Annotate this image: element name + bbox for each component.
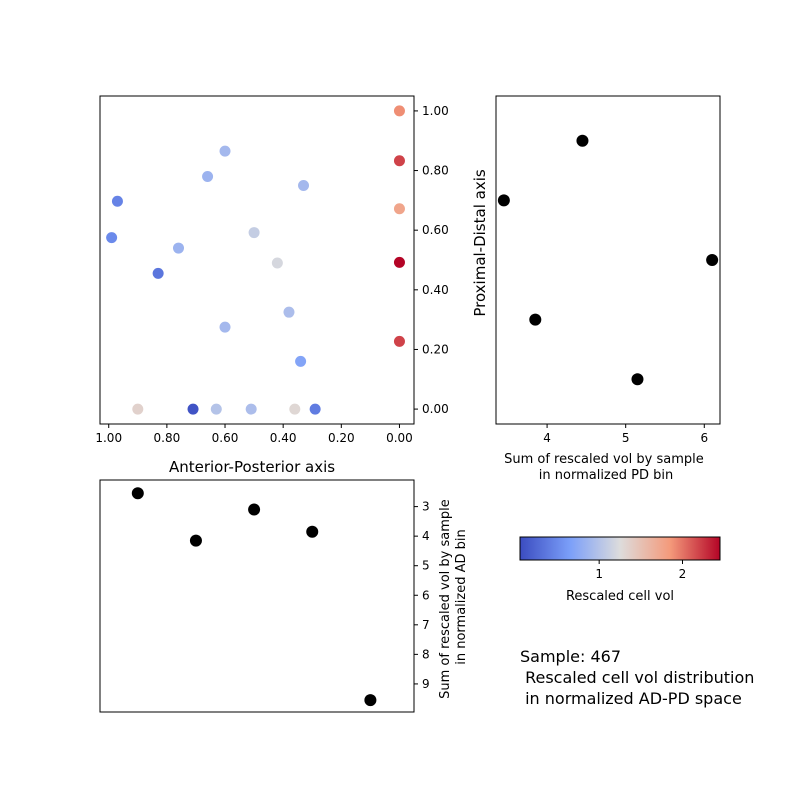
main-point bbox=[309, 403, 321, 415]
main-point bbox=[393, 203, 405, 215]
main-point bbox=[271, 257, 283, 269]
main-point bbox=[210, 403, 222, 415]
pd-point bbox=[706, 254, 719, 266]
caption-line-1: Sample: 467 bbox=[520, 647, 621, 666]
ad-y-axis-label-line1: Sum of rescaled vol by sample bbox=[438, 499, 453, 699]
main-point bbox=[245, 403, 257, 415]
main-y-tick-label: 0.20 bbox=[422, 342, 449, 356]
main-x-tick-label: 0.80 bbox=[154, 431, 181, 445]
colorbar-tick-label: 2 bbox=[679, 567, 687, 581]
colorbar-gradient bbox=[520, 537, 720, 560]
ad-scatter-panel: 3 4 5 6 7 8 9 Sum of rescaled vol by sample in… bbox=[99, 479, 469, 713]
ad-y-tick-label: 6 bbox=[422, 588, 430, 602]
main-y-tick-label: 1.00 bbox=[422, 104, 449, 118]
caption-line-2: Rescaled cell vol distribution bbox=[520, 668, 754, 687]
ad-y-tick-label: 4 bbox=[422, 529, 430, 543]
main-y-tick-label: 0.00 bbox=[422, 402, 449, 416]
main-point bbox=[219, 145, 231, 157]
ad-point bbox=[131, 487, 144, 500]
main-x-tick-label: 0.40 bbox=[270, 431, 297, 445]
ad-y-axis-label-line2: in normalized AD bin bbox=[454, 529, 469, 665]
caption-line-3: in normalized AD-PD space bbox=[520, 689, 742, 708]
main-point bbox=[202, 171, 214, 183]
main-point bbox=[295, 355, 307, 367]
main-point bbox=[173, 242, 184, 254]
ad-axes-frame bbox=[99, 479, 415, 713]
pd-point bbox=[576, 134, 589, 147]
main-point bbox=[393, 256, 405, 268]
pd-x-axis-label-line1: Sum of rescaled vol by sample bbox=[504, 452, 704, 467]
ad-point bbox=[248, 503, 261, 516]
main-x-tick-label: 0.20 bbox=[328, 431, 355, 445]
ad-y-ticks: 3 4 5 6 7 8 9 bbox=[414, 500, 430, 691]
pd-x-tick-label: 5 bbox=[622, 431, 630, 445]
main-axes-frame bbox=[99, 95, 415, 425]
main-point bbox=[152, 267, 164, 279]
main-x-tick-label: 1.00 bbox=[95, 431, 122, 445]
main-x-tick-label: 0.60 bbox=[212, 431, 239, 445]
main-point bbox=[248, 227, 260, 239]
main-x-ticks: 1.00 0.80 0.60 0.40 0.20 0.00 bbox=[95, 424, 413, 445]
pd-x-axis-label: Sum of rescaled vol by sample in normali… bbox=[504, 452, 708, 483]
main-y-tick-label: 0.60 bbox=[422, 223, 449, 237]
pd-y-axis-label: Proximal-Distal axis bbox=[471, 169, 489, 317]
main-point bbox=[219, 321, 231, 333]
main-y-tick-label: 0.80 bbox=[422, 164, 449, 178]
ad-y-tick-label: 9 bbox=[422, 677, 430, 691]
pd-point bbox=[497, 194, 510, 207]
pd-x-tick-label: 6 bbox=[700, 431, 708, 445]
ad-y-axis-label: Sum of rescaled vol by sample in normali… bbox=[438, 495, 469, 699]
main-point bbox=[283, 306, 295, 318]
colorbar-label: Rescaled cell vol bbox=[566, 589, 674, 604]
ad-y-tick-label: 5 bbox=[422, 559, 430, 573]
ad-point bbox=[306, 525, 319, 538]
pd-x-ticks: 4 5 6 bbox=[543, 424, 708, 445]
main-point bbox=[111, 195, 123, 207]
caption: Sample: 467 Rescaled cell vol distributi… bbox=[520, 647, 754, 708]
pd-points bbox=[497, 134, 719, 386]
main-point bbox=[298, 179, 310, 191]
main-point bbox=[187, 403, 199, 415]
main-point bbox=[393, 105, 405, 117]
ad-point bbox=[364, 694, 377, 707]
ad-point bbox=[189, 534, 202, 547]
ad-y-tick-label: 8 bbox=[422, 647, 430, 661]
main-y-ticks: 0.00 0.20 0.40 0.60 0.80 1.00 bbox=[414, 104, 449, 416]
colorbar-tick-label: 1 bbox=[595, 567, 603, 581]
pd-axes-frame bbox=[495, 95, 721, 425]
pd-scatter-panel: 4 5 6 Proximal-Distal axis Sum of rescaled… bbox=[471, 95, 721, 483]
pd-point bbox=[529, 313, 542, 326]
main-x-tick-label: 0.00 bbox=[386, 431, 413, 445]
colorbar-frame bbox=[519, 536, 721, 561]
ad-y-tick-label: 7 bbox=[422, 618, 430, 632]
main-y-tick-label: 0.40 bbox=[422, 283, 449, 297]
main-point bbox=[106, 232, 118, 244]
main-point bbox=[393, 335, 405, 347]
pd-x-axis-label-line2: in normalized PD bin bbox=[539, 468, 673, 483]
main-x-axis-label: Anterior-Posterior axis bbox=[169, 458, 335, 476]
main-points bbox=[106, 105, 405, 415]
ad-y-tick-label: 3 bbox=[422, 500, 430, 514]
pd-point bbox=[631, 373, 644, 386]
main-scatter-panel: 1.00 0.80 0.60 0.40 0.20 0.00 0.00 0.20 0.40 0.6… bbox=[95, 95, 449, 476]
main-point bbox=[289, 403, 301, 415]
main-point bbox=[132, 403, 144, 415]
ad-points bbox=[131, 487, 377, 707]
pd-x-tick-label: 4 bbox=[543, 431, 551, 445]
main-point bbox=[393, 155, 405, 167]
